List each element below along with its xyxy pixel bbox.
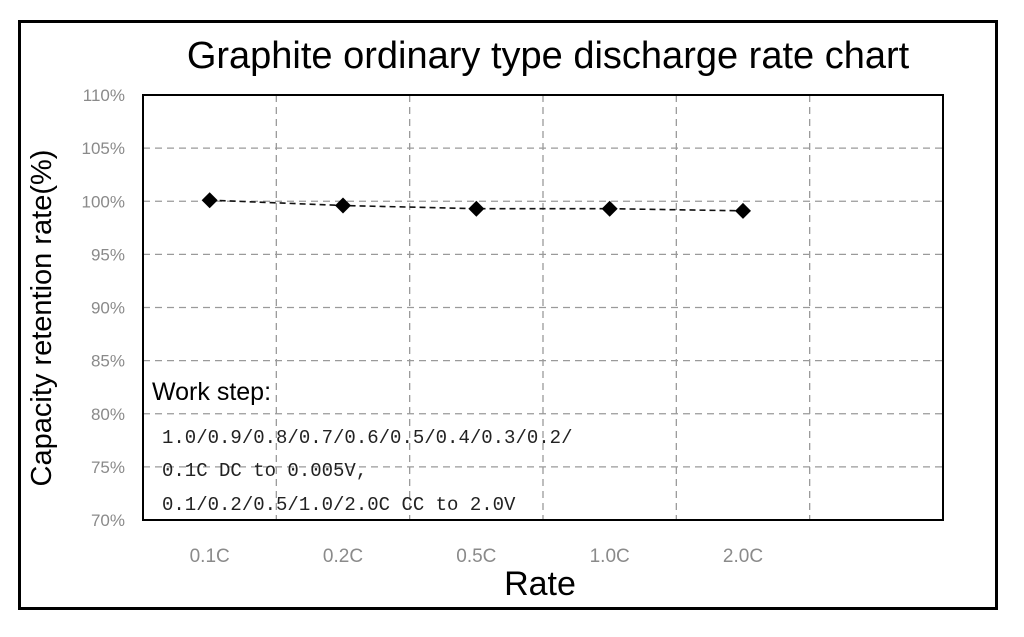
plot-area-border xyxy=(142,94,944,521)
annotation-line-3: 0.1/0.2/0.5/1.0/2.0C CC to 2.0V xyxy=(162,494,516,516)
y-axis-ticks: 70% 75% 80% 85% 90% 95% 100% 105% 110% xyxy=(82,86,125,530)
x-tick-label: 0.1C xyxy=(190,546,230,567)
y-tick-label: 105% xyxy=(82,139,125,158)
annotation-line-2: 0.1C DC to 0.005V, xyxy=(162,460,367,482)
x-tick-label: 2.0C xyxy=(723,546,763,567)
x-axis-label: Rate xyxy=(504,565,576,603)
annotation-line-1: 1.0/0.9/0.8/0.7/0.6/0.5/0.4/0.3/0.2/ xyxy=(162,427,572,449)
chart-frame xyxy=(18,20,998,610)
data-point-marker xyxy=(601,200,618,217)
y-tick-label: 75% xyxy=(91,458,125,477)
x-tick-label: 1.0C xyxy=(590,546,630,567)
y-axis-label: Capacity retention rate(%) xyxy=(26,150,58,487)
chart-title: Graphite ordinary type discharge rate ch… xyxy=(187,35,910,77)
data-point-marker xyxy=(335,197,351,214)
grid xyxy=(143,95,943,520)
work-step-annotation: Work step: 1.0/0.9/0.8/0.7/0.6/0.5/0.4/0… xyxy=(152,378,572,516)
series-line xyxy=(209,199,744,212)
y-tick-label: 90% xyxy=(91,299,125,318)
x-tick-label: 0.2C xyxy=(323,546,363,567)
y-tick-label: 100% xyxy=(82,192,125,211)
y-tick-label: 70% xyxy=(91,511,125,530)
data-point-marker xyxy=(735,202,751,219)
y-tick-label: 110% xyxy=(83,86,125,105)
y-tick-label: 95% xyxy=(91,245,125,264)
annotation-heading: Work step: xyxy=(152,378,271,406)
data-point-marker xyxy=(468,200,485,217)
x-tick-label: 0.5C xyxy=(456,546,496,567)
x-axis-ticks: 0.1C 0.2C 0.5C 1.0C 2.0C xyxy=(190,546,763,567)
y-tick-label: 85% xyxy=(91,352,125,371)
data-series xyxy=(201,192,751,219)
y-tick-label: 80% xyxy=(91,405,125,424)
data-point-marker xyxy=(201,192,218,209)
